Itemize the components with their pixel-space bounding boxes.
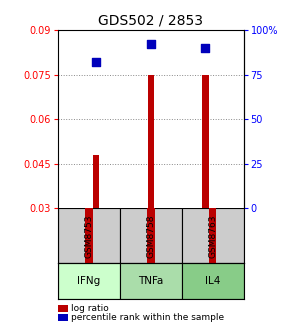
Text: TNFa: TNFa: [138, 276, 164, 286]
Text: GSM8758: GSM8758: [146, 214, 155, 257]
Text: IFNg: IFNg: [77, 276, 101, 286]
Text: GSM8763: GSM8763: [208, 214, 217, 257]
Bar: [58, 263, 120, 299]
Text: GSM8753: GSM8753: [84, 214, 93, 257]
Point: [94, 59, 99, 65]
Text: IL4: IL4: [205, 276, 220, 286]
Bar: [148, 75, 154, 208]
Bar: [120, 208, 182, 263]
Point: [203, 45, 208, 51]
Text: percentile rank within the sample: percentile rank within the sample: [71, 313, 224, 322]
Bar: [182, 208, 244, 263]
Title: GDS502 / 2853: GDS502 / 2853: [98, 14, 203, 28]
Bar: [209, 208, 216, 263]
Point: [148, 42, 153, 47]
Bar: [85, 208, 93, 263]
Bar: [202, 75, 209, 208]
Bar: [182, 263, 244, 299]
Text: log ratio: log ratio: [71, 304, 109, 313]
Bar: [147, 208, 155, 263]
Bar: [93, 155, 99, 208]
Bar: [58, 208, 120, 263]
Bar: [120, 263, 182, 299]
